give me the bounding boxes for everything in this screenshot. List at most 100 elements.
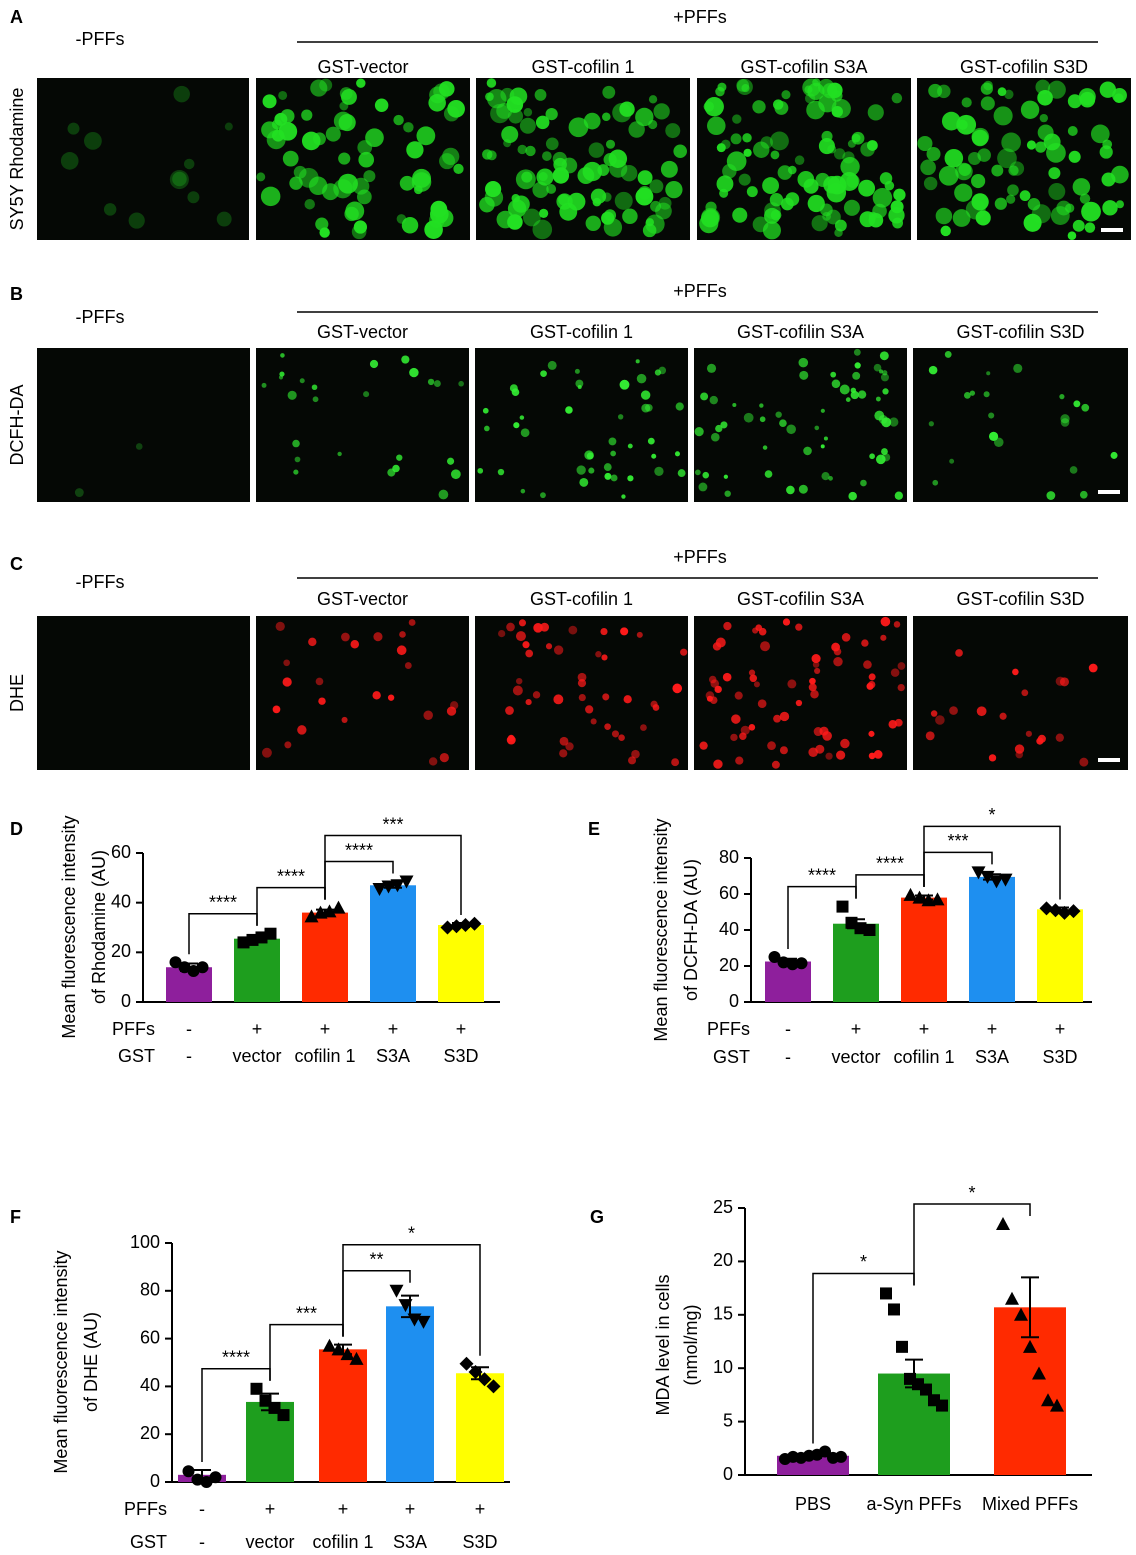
cell — [169, 170, 189, 190]
cell — [859, 211, 876, 228]
cell — [610, 474, 618, 482]
cell — [820, 203, 833, 217]
cell — [532, 691, 541, 699]
condition-label: + — [456, 1019, 467, 1039]
cell — [1102, 200, 1118, 216]
cell — [798, 357, 809, 368]
cell — [857, 390, 867, 399]
cell — [850, 390, 859, 400]
data-point — [322, 1338, 337, 1352]
cell — [545, 137, 559, 151]
significance-bracket — [913, 1203, 1031, 1286]
control-label: -PFFs — [76, 572, 125, 592]
panel-letter: F — [10, 1207, 21, 1227]
cell — [333, 111, 353, 131]
cell — [350, 639, 360, 649]
cell — [760, 641, 771, 652]
cell — [709, 395, 718, 405]
cell — [932, 479, 939, 486]
cell — [795, 623, 803, 631]
cell — [658, 196, 672, 210]
cell — [702, 471, 710, 479]
cell — [622, 208, 638, 225]
cell — [976, 706, 987, 717]
cell — [752, 627, 759, 634]
cell — [588, 467, 595, 474]
cell — [983, 80, 993, 91]
micrograph — [694, 616, 907, 770]
cell — [740, 725, 750, 735]
cell — [173, 85, 190, 103]
cell — [60, 152, 79, 170]
cell — [318, 697, 326, 705]
cell — [338, 152, 351, 165]
y-tick-label: 100 — [130, 1232, 160, 1252]
cell — [1012, 668, 1019, 676]
y-tick-label: 0 — [723, 1464, 733, 1484]
cell — [650, 700, 658, 708]
cell — [730, 733, 738, 742]
cell — [325, 126, 341, 142]
cell — [275, 621, 285, 631]
cell — [710, 432, 720, 442]
cell — [640, 724, 647, 731]
cell — [975, 210, 991, 226]
cell — [1019, 190, 1031, 202]
cell — [930, 710, 938, 717]
cell — [671, 758, 680, 767]
cell — [949, 706, 958, 715]
cell — [546, 183, 557, 194]
cell — [786, 485, 795, 495]
column-label: GST-cofilin S3D — [956, 322, 1084, 342]
cell — [863, 660, 872, 669]
cell — [986, 371, 991, 376]
cell — [957, 119, 968, 130]
y-axis-label: Mean fluorescence intensity — [51, 1250, 71, 1473]
row-label: DCFH-DA — [7, 385, 27, 466]
data-point — [399, 875, 414, 889]
cell — [373, 632, 383, 642]
cell — [843, 199, 860, 216]
cell — [759, 403, 764, 408]
cell — [477, 467, 484, 474]
cell — [971, 127, 990, 146]
cell — [637, 170, 653, 186]
cell — [577, 672, 587, 682]
data-point — [416, 1315, 431, 1329]
cell — [447, 99, 465, 118]
y-tick-label: 10 — [713, 1357, 733, 1377]
cell — [880, 616, 891, 627]
bar — [302, 912, 348, 1002]
column-label: GST-cofilin S3A — [737, 322, 864, 342]
cell — [1113, 93, 1124, 104]
cell — [485, 92, 494, 101]
data-point — [459, 1356, 474, 1371]
data-point — [1032, 1366, 1046, 1380]
cell — [716, 143, 726, 153]
cell — [600, 627, 608, 636]
cell — [894, 491, 903, 500]
cell — [183, 158, 195, 170]
cell — [292, 439, 300, 448]
column-label: GST-cofilin 1 — [530, 322, 633, 342]
cell — [1067, 231, 1077, 240]
cell — [601, 211, 615, 225]
cell — [814, 667, 821, 675]
cell — [717, 82, 727, 92]
cell — [823, 436, 828, 441]
cell — [753, 141, 770, 158]
cell — [890, 668, 900, 677]
y-axis-label: Mean fluorescence intensity — [651, 818, 671, 1041]
cell — [603, 153, 617, 167]
condition-label: - — [186, 1019, 192, 1039]
cell — [644, 403, 653, 412]
cell — [486, 78, 497, 88]
significance-label: * — [968, 1183, 975, 1203]
condition-label: + — [1055, 1019, 1066, 1039]
cell — [636, 373, 647, 384]
cell — [627, 443, 633, 449]
cell — [540, 370, 547, 378]
bar — [878, 1373, 950, 1475]
cell — [818, 137, 835, 155]
